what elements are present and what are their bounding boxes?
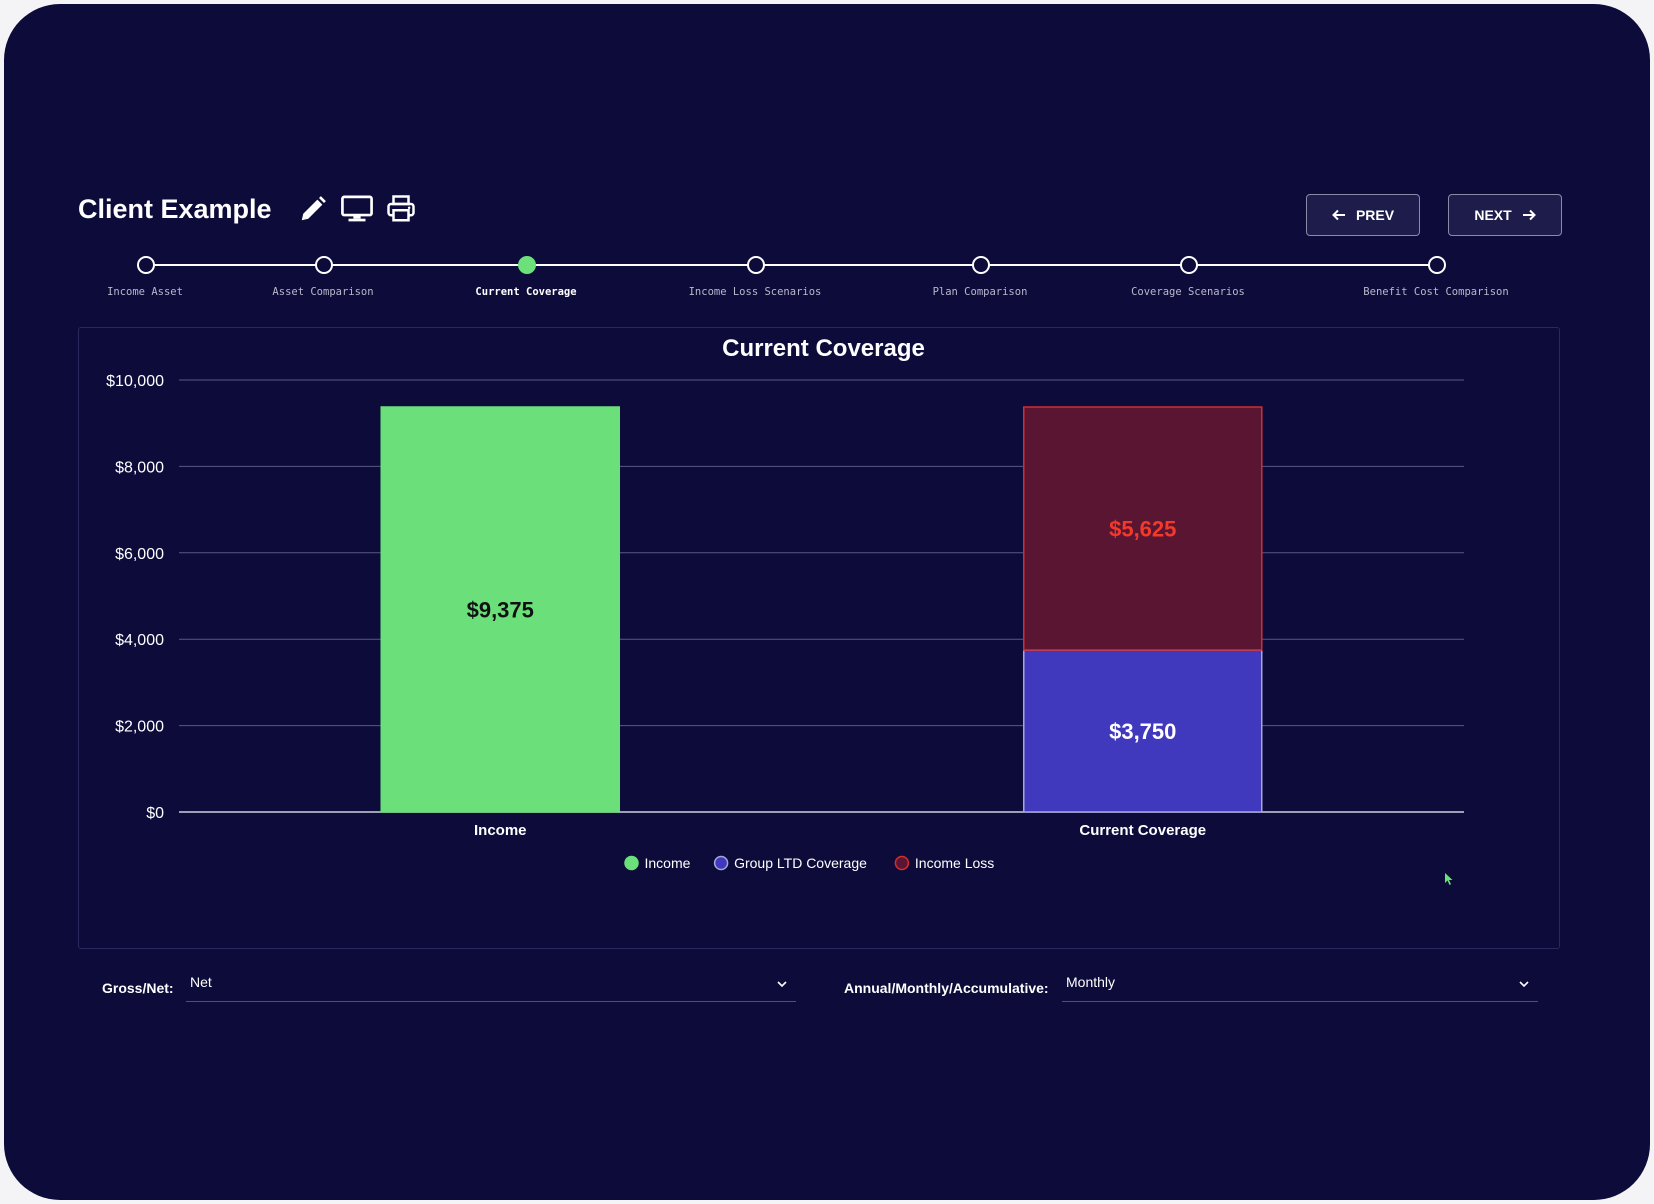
printer-icon[interactable] bbox=[386, 194, 416, 224]
y-tick-label: $8,000 bbox=[115, 459, 164, 476]
gross-net-label: Gross/Net: bbox=[102, 980, 174, 996]
chevron-down-icon bbox=[1519, 981, 1529, 988]
step-dot bbox=[315, 256, 333, 274]
arrow-right-icon bbox=[1522, 209, 1536, 221]
bar-segment bbox=[1023, 649, 1263, 813]
title-row: Client Example bbox=[78, 187, 416, 231]
progress-stepper: Income Asset Asset Comparison Current Co… bbox=[4, 254, 1650, 304]
next-button[interactable]: NEXT bbox=[1448, 194, 1562, 236]
bar-data-label: $5,625 bbox=[1109, 517, 1176, 542]
legend-swatch bbox=[624, 855, 639, 871]
bar-segment bbox=[380, 406, 620, 813]
gross-net-select[interactable]: Net bbox=[186, 966, 796, 1002]
bar-data-label: $9,375 bbox=[467, 598, 534, 623]
chevron-down-icon bbox=[777, 981, 787, 988]
step-dot bbox=[972, 256, 990, 274]
y-tick-label: $4,000 bbox=[115, 632, 164, 649]
y-tick-label: $6,000 bbox=[115, 546, 164, 563]
chart-title: Current Coverage bbox=[722, 335, 925, 362]
legend-label: Income Loss bbox=[915, 855, 994, 871]
step-dot bbox=[518, 256, 536, 274]
period-label: Annual/Monthly/Accumulative: bbox=[844, 980, 1049, 996]
step-label: Asset Comparison bbox=[272, 286, 374, 298]
bar-data-label: $3,750 bbox=[1109, 719, 1176, 744]
step-dot bbox=[1428, 256, 1446, 274]
mouse-cursor-icon bbox=[1445, 873, 1453, 885]
chart-panel: Current Coverage $0 $2,000 $4,000 $6,000 $8,0… bbox=[78, 327, 1560, 949]
legend-label: Income bbox=[645, 855, 691, 871]
period-select[interactable]: Monthly bbox=[1062, 966, 1538, 1002]
legend-swatch bbox=[894, 855, 910, 871]
y-tick-label: $2,000 bbox=[115, 719, 164, 736]
period-value: Monthly bbox=[1066, 974, 1116, 990]
x-tick-label: Current Coverage bbox=[1079, 822, 1206, 839]
coverage-chart: Current Coverage $0 $2,000 $4,000 $6,000 $8,0… bbox=[106, 335, 1464, 871]
stepper-line bbox=[145, 264, 1439, 266]
page-title: Client Example bbox=[78, 193, 272, 224]
step-label: Current Coverage bbox=[475, 286, 577, 298]
x-tick-label: Income bbox=[474, 822, 527, 839]
prev-label: PREV bbox=[1355, 207, 1395, 223]
legend-label: Group LTD Coverage bbox=[734, 855, 867, 871]
legend-swatch bbox=[713, 855, 729, 871]
gross-net-value: Net bbox=[190, 974, 212, 990]
step-dot bbox=[137, 256, 155, 274]
step-label: Benefit Cost Comparison bbox=[1363, 286, 1509, 298]
y-tick-label: $0 bbox=[146, 805, 164, 822]
step-label: Income Asset bbox=[107, 286, 183, 298]
step-dot bbox=[747, 256, 765, 274]
pencil-icon[interactable] bbox=[298, 194, 328, 224]
step-label: Income Loss Scenarios bbox=[688, 286, 822, 298]
monitor-icon[interactable] bbox=[340, 194, 374, 224]
step-dot bbox=[1180, 256, 1198, 274]
step-label: Coverage Scenarios bbox=[1131, 286, 1245, 298]
arrow-left-icon bbox=[1332, 209, 1345, 221]
next-label: NEXT bbox=[1474, 207, 1512, 223]
y-tick-label: $10,000 bbox=[106, 373, 164, 390]
app-frame: Client Example PREV NEXT Income Asset As… bbox=[4, 4, 1650, 1200]
prev-button[interactable]: PREV bbox=[1306, 194, 1420, 236]
bar-segment bbox=[1023, 406, 1263, 651]
step-label: Plan Comparison bbox=[932, 286, 1028, 298]
